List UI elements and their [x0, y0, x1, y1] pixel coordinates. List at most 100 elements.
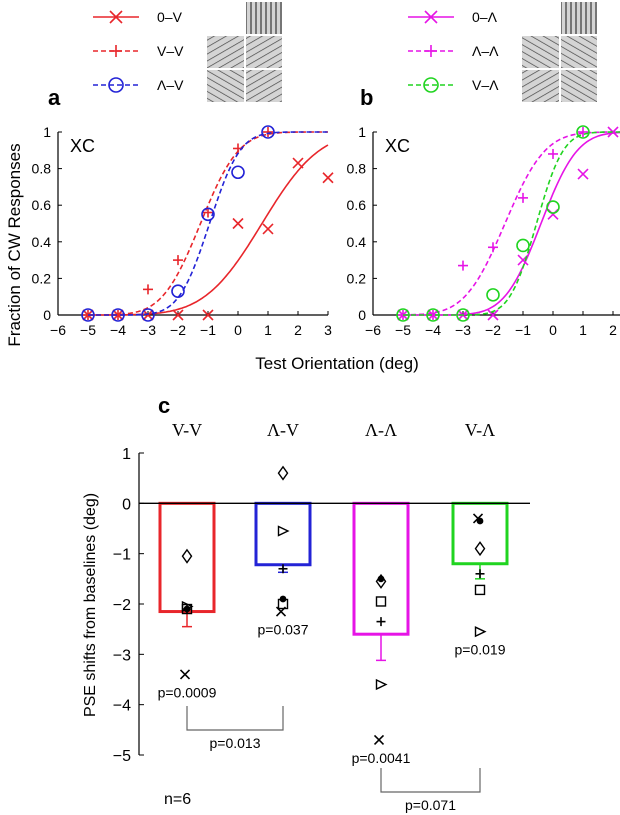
data-point: [263, 127, 273, 137]
y-tick-label: −1: [113, 547, 131, 564]
data-point: [202, 309, 214, 321]
y-tick-label: −5: [113, 748, 131, 765]
p-value-label: p=0.019: [455, 642, 506, 658]
x-tick-label: −4: [425, 322, 441, 338]
subject-marker: [375, 678, 388, 691]
marker-ring: [516, 238, 530, 253]
stimulus-0-lambda-icon: [561, 2, 597, 34]
category-label: Λ-Λ: [365, 420, 397, 440]
data-point: [577, 168, 589, 180]
marker-ring: [108, 77, 124, 93]
comparison-bracket: [380, 768, 481, 793]
marker-ring: [171, 284, 185, 299]
marker-ring: [546, 200, 560, 214]
comparison-bracket: [186, 706, 284, 731]
x-tick-label: −6: [50, 322, 66, 338]
comparison-label: p=0.071: [405, 797, 456, 813]
marker-triangle: [277, 525, 290, 537]
subject-marker: [278, 564, 288, 574]
stimulus-0-v-icon: [246, 2, 282, 34]
marker-stroke: [322, 172, 334, 184]
marker-stroke: [172, 309, 184, 321]
x-tick-label: −4: [110, 322, 126, 338]
data-point: [546, 200, 560, 214]
subject-marker: [182, 604, 192, 614]
subject-marker: [277, 525, 290, 537]
series-fit-line: [88, 131, 328, 316]
data-point: [458, 260, 468, 271]
data-point: [576, 125, 590, 139]
marker-dot: [377, 575, 385, 583]
data-point: [111, 308, 125, 322]
x-tick-label: −1: [200, 322, 216, 338]
marker-ring: [426, 308, 440, 322]
data-point: [547, 208, 559, 220]
legend-label: V–V: [157, 43, 184, 59]
marker-ring: [81, 308, 95, 322]
data-point: [172, 309, 184, 321]
y-tick-label: 0.8: [347, 161, 367, 177]
y-tick-label: 0: [43, 307, 51, 323]
stimulus-v-v-icon: [207, 36, 282, 68]
marker-ring: [423, 77, 439, 93]
marker-triangle: [474, 626, 487, 638]
subject-marker: [376, 617, 386, 627]
marker-ring: [141, 308, 155, 322]
data-point: [81, 308, 95, 322]
panel-label-c: c: [158, 393, 170, 418]
p-value-label: p=0.0009: [158, 684, 217, 700]
x-tick-label: 1: [264, 322, 272, 338]
data-point: [516, 238, 530, 253]
x-tick-label: −3: [455, 322, 471, 338]
data-point: [396, 308, 410, 322]
marker-triangle: [375, 678, 388, 691]
marker-square: [375, 596, 387, 607]
bar: [158, 501, 216, 614]
x-tick-label: −1: [515, 322, 531, 338]
marker-stroke: [262, 223, 274, 235]
y-tick-label: 0.4: [32, 234, 52, 250]
legend-marker: [424, 10, 438, 24]
marker-ring: [456, 308, 470, 322]
stimulus-lambda-lambda-icon: [522, 36, 597, 68]
y-tick-label: −2: [113, 597, 131, 614]
category-label: V-V: [172, 420, 202, 440]
marker-ring: [396, 308, 410, 322]
category-label: V-Λ: [465, 420, 495, 440]
subject-marker: [475, 569, 485, 579]
y-tick-label: −3: [113, 647, 131, 664]
panel-annotation: XC: [385, 136, 410, 156]
comparison-label: p=0.013: [210, 735, 261, 751]
marker-stroke: [142, 309, 154, 321]
data-point: [201, 207, 215, 222]
y-tick-label: 0.2: [347, 270, 367, 286]
subject-marker: [476, 517, 484, 525]
x-tick-label: −6: [365, 322, 381, 338]
y-tick-label: 1: [358, 124, 366, 140]
subject-marker: [474, 626, 487, 638]
data-point: [456, 308, 470, 322]
bar: [352, 501, 410, 636]
legend-label: 0–Λ: [472, 9, 498, 25]
marker-ring: [231, 165, 245, 180]
legend-marker: [110, 45, 122, 57]
subject-marker: [375, 596, 387, 607]
data-point: [262, 223, 274, 235]
x-tick-label: −2: [170, 322, 186, 338]
x-tick-label: −5: [80, 322, 96, 338]
data-point: [322, 172, 334, 184]
data-point: [548, 148, 558, 159]
panel-annotation: XC: [70, 136, 95, 156]
stimulus-lambda-v-icon: [207, 70, 282, 102]
data-point: [173, 255, 183, 266]
legend-label: 0–V: [157, 9, 183, 25]
data-point: [203, 207, 213, 218]
data-point: [141, 308, 155, 322]
p-value-label: p=0.037: [258, 622, 309, 638]
series-fit-line: [403, 131, 620, 316]
subject-marker: [377, 575, 385, 583]
y-axis-title-bottom: PSE shifts from baselines (deg): [82, 493, 99, 717]
marker-stroke: [577, 168, 589, 180]
data-point: [487, 309, 499, 321]
